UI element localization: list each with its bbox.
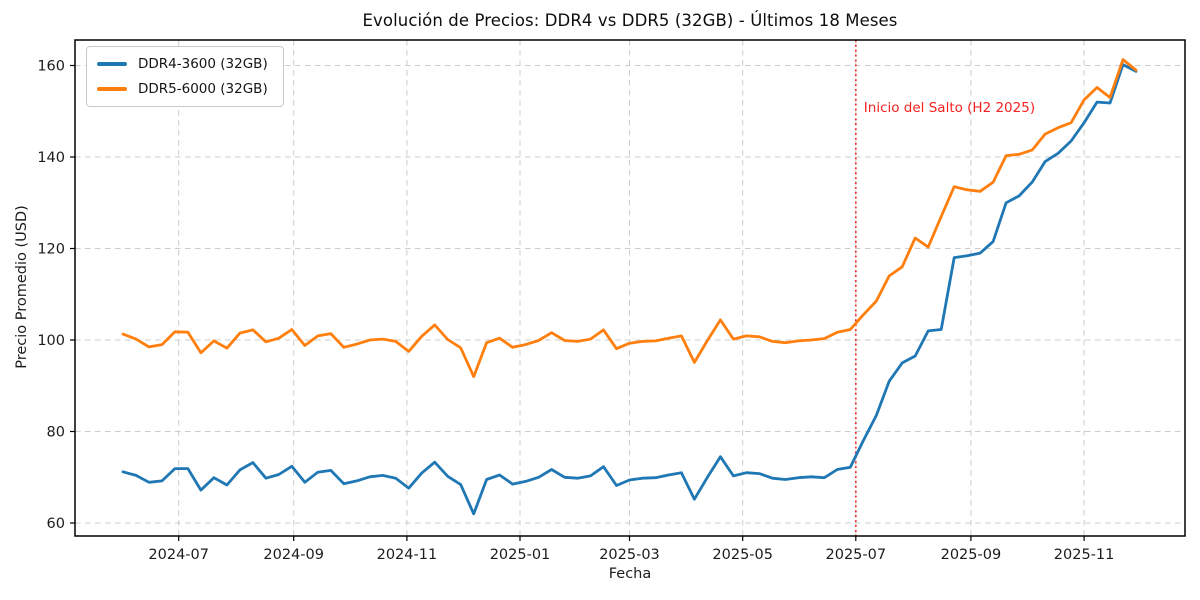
legend-label-ddr4: DDR4-3600 (32GB) — [138, 56, 268, 72]
legend: DDR4-3600 (32GB) DDR5-6000 (32GB) — [86, 46, 284, 107]
x-tick-label: 2025-09 — [941, 547, 1002, 563]
x-tick-label: 2024-09 — [263, 547, 324, 563]
series-line-ddr4 — [121, 63, 1138, 516]
legend-item-ddr5: DDR5-6000 (32GB) — [97, 81, 268, 97]
x-tick-label: 2025-01 — [490, 547, 551, 563]
legend-swatch-ddr5 — [97, 87, 127, 91]
y-tick-label: 140 — [37, 150, 65, 166]
x-tick-label: 2025-05 — [712, 547, 773, 563]
x-tick-label: 2025-03 — [599, 547, 660, 563]
y-tick-label: 120 — [37, 242, 65, 258]
legend-label-ddr5: DDR5-6000 (32GB) — [138, 81, 268, 97]
x-tick-label: 2025-07 — [826, 547, 887, 563]
x-tick-label: 2025-11 — [1054, 547, 1115, 563]
series-line-ddr5 — [121, 58, 1138, 379]
y-tick-label: 60 — [47, 516, 65, 532]
x-tick-label: 2024-11 — [377, 547, 438, 563]
chart-title: Evolución de Precios: DDR4 vs DDR5 (32GB… — [362, 11, 898, 30]
x-tick-label: 2024-07 — [148, 547, 209, 563]
y-tick-label: 160 — [37, 59, 65, 75]
x-axis-title: Fecha — [608, 566, 652, 582]
y-tick-label: 80 — [47, 425, 65, 441]
annotation-label: Inicio del Salto (H2 2025) — [864, 100, 1035, 116]
legend-item-ddr4: DDR4-3600 (32GB) — [97, 56, 268, 72]
legend-swatch-ddr4 — [97, 62, 127, 66]
y-tick-label: 100 — [37, 333, 65, 349]
